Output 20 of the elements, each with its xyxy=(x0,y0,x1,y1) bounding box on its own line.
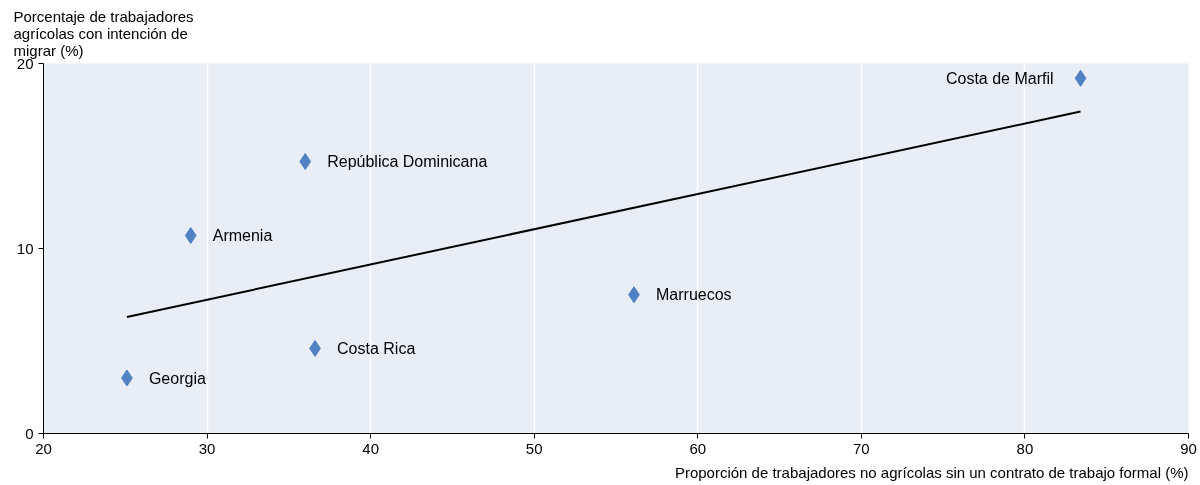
x-tick-label: 90 xyxy=(1180,439,1197,457)
x-tick-label: 70 xyxy=(853,439,870,457)
annotation: Marruecos xyxy=(655,286,732,304)
x-axis-title: Proporción de trabajadores no agrícolas sin un contrato de trabajo formal (%) xyxy=(674,463,1189,481)
y-tick-label: 10 xyxy=(16,239,34,257)
x-tick-label: 30 xyxy=(198,439,216,457)
x-tick-label: 60 xyxy=(689,439,707,457)
annotation: Armenia xyxy=(212,227,273,245)
annotation: Georgia xyxy=(148,369,206,387)
x-tick-label: 40 xyxy=(362,439,379,457)
x-tick-label: 80 xyxy=(1016,439,1034,457)
x-tick-label: 20 xyxy=(35,439,52,457)
annotation: República Dominicana xyxy=(327,153,488,171)
annotation: Costa de Marfil xyxy=(945,69,1054,87)
point xyxy=(184,227,197,245)
x-tick-label: 50 xyxy=(525,439,543,457)
point xyxy=(1074,69,1087,87)
y-tick-label: 0 xyxy=(25,424,34,442)
point xyxy=(299,153,312,171)
annotation: Costa Rica xyxy=(337,339,416,357)
